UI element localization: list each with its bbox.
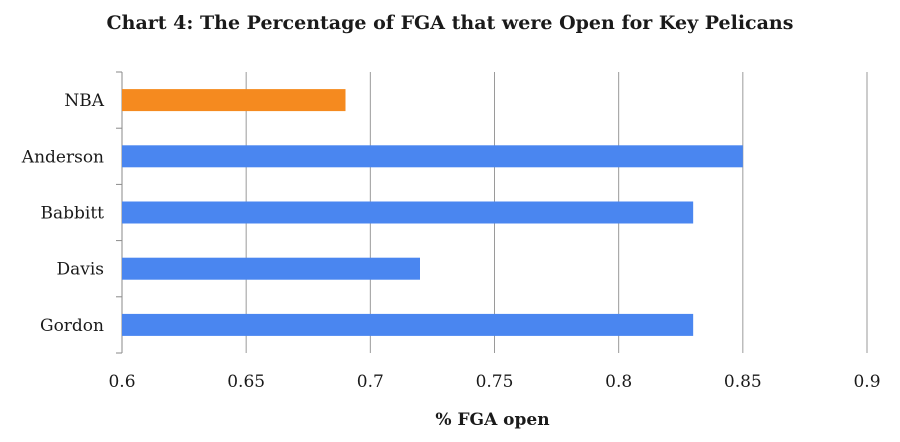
bar-nba xyxy=(122,89,346,112)
x-tick-label-0.75: 0.75 xyxy=(476,372,514,392)
category-label-davis: Davis xyxy=(56,260,104,280)
category-label-babbitt: Babbitt xyxy=(41,204,105,224)
bar-gordon xyxy=(122,313,694,336)
x-tick-label-0.6: 0.6 xyxy=(108,372,135,392)
x-tick-label-0.65: 0.65 xyxy=(227,372,265,392)
x-axis-title: % FGA open xyxy=(435,410,549,430)
category-label-gordon: Gordon xyxy=(40,316,104,336)
bar-anderson xyxy=(122,145,743,168)
x-tick-label-0.7: 0.7 xyxy=(357,372,384,392)
bar-davis xyxy=(122,257,420,280)
chart-title: Chart 4: The Percentage of FGA that were… xyxy=(106,12,794,34)
x-tick-label-0.9: 0.9 xyxy=(853,372,880,392)
category-label-anderson: Anderson xyxy=(21,147,104,167)
x-tick-label-0.8: 0.8 xyxy=(605,372,632,392)
x-tick-label-0.85: 0.85 xyxy=(724,372,762,392)
bar-babbitt xyxy=(122,201,694,224)
category-label-nba: NBA xyxy=(64,91,104,111)
